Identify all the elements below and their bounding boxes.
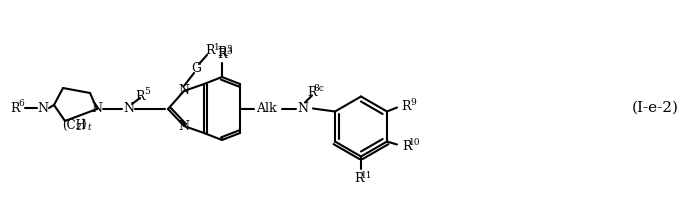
Text: N: N bbox=[178, 120, 190, 133]
Text: 11: 11 bbox=[361, 171, 372, 180]
Text: (I-e-2): (I-e-2) bbox=[631, 101, 678, 115]
Text: R: R bbox=[217, 46, 227, 59]
Text: 8c: 8c bbox=[314, 84, 324, 93]
Text: 2: 2 bbox=[75, 124, 80, 133]
Text: 6: 6 bbox=[18, 99, 24, 109]
Text: R: R bbox=[402, 140, 412, 153]
Text: 9: 9 bbox=[410, 98, 416, 107]
Text: R: R bbox=[354, 172, 364, 185]
Text: R: R bbox=[401, 100, 411, 113]
Text: 10: 10 bbox=[410, 138, 421, 147]
Text: Alk: Alk bbox=[256, 102, 276, 115]
Text: N: N bbox=[38, 101, 48, 114]
Text: t: t bbox=[88, 124, 91, 133]
Text: 3: 3 bbox=[226, 46, 232, 55]
Text: (CH: (CH bbox=[62, 118, 86, 131]
Text: R: R bbox=[135, 90, 145, 103]
Text: 3: 3 bbox=[226, 44, 232, 53]
Text: 1: 1 bbox=[214, 42, 220, 51]
Text: ): ) bbox=[80, 118, 85, 131]
Text: R: R bbox=[205, 44, 215, 57]
Text: N: N bbox=[123, 103, 134, 116]
Text: N: N bbox=[298, 102, 309, 115]
Text: 5: 5 bbox=[144, 88, 150, 97]
Text: R: R bbox=[217, 48, 227, 61]
Text: G: G bbox=[191, 63, 201, 76]
Text: R: R bbox=[307, 86, 316, 99]
Text: R: R bbox=[10, 101, 20, 114]
Text: N: N bbox=[92, 103, 102, 116]
Text: N: N bbox=[178, 84, 190, 97]
